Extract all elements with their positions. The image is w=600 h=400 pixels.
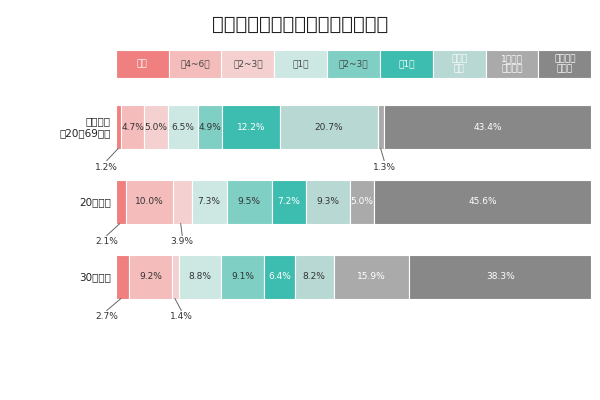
Bar [192,180,227,224]
Bar [128,255,172,299]
Bar [126,180,173,224]
Bar [199,105,222,149]
Text: 9.2%: 9.2% [139,272,162,282]
Bar [433,50,485,78]
Text: 2.7%: 2.7% [95,312,118,322]
Text: 女性のマスターベーションの頻度: 女性のマスターベーションの頻度 [212,15,388,34]
Text: 9.1%: 9.1% [231,272,254,282]
Text: 2.1%: 2.1% [95,238,118,246]
Text: 3.9%: 3.9% [170,238,194,246]
Text: 週4~6日: 週4~6日 [180,60,210,68]
Bar [221,50,274,78]
Bar [334,255,409,299]
Text: 5.0%: 5.0% [144,122,167,132]
Text: 38.3%: 38.3% [486,272,515,282]
Text: したこと
はない: したこと はない [554,54,575,74]
Bar [380,50,433,78]
Text: 43.4%: 43.4% [473,122,502,132]
Bar [295,255,334,299]
Text: 女性全体
（20～69歳）: 女性全体 （20～69歳） [59,116,111,138]
Bar [121,105,144,149]
Text: 1年以上
してない: 1年以上 してない [501,54,523,74]
Text: 9.5%: 9.5% [238,198,260,206]
Bar [280,105,378,149]
Text: 5.0%: 5.0% [350,198,374,206]
Text: 7.2%: 7.2% [277,198,300,206]
Text: 10.0%: 10.0% [135,198,164,206]
Bar [385,105,591,149]
Text: 12.2%: 12.2% [236,122,265,132]
Text: 8.2%: 8.2% [302,272,325,282]
Bar [116,105,121,149]
Bar [409,255,591,299]
Text: 1.4%: 1.4% [170,312,193,322]
Text: 4.7%: 4.7% [121,122,144,132]
Bar [116,180,126,224]
Text: 1.3%: 1.3% [373,162,395,172]
Bar [350,180,374,224]
Bar [167,105,199,149]
Bar [221,255,264,299]
Bar [172,255,179,299]
Bar [222,105,280,149]
Text: 20代女性: 20代女性 [79,197,111,207]
Bar [116,255,128,299]
Text: 45.6%: 45.6% [468,198,497,206]
Bar [169,50,221,78]
Text: 月2~3日: 月2~3日 [338,60,368,68]
Text: 毎日: 毎日 [137,60,148,68]
Bar [272,180,306,224]
Bar [179,255,221,299]
Text: 30代女性: 30代女性 [79,272,111,282]
Bar [227,180,272,224]
Text: 6.5%: 6.5% [172,122,194,132]
Bar [144,105,167,149]
Bar [274,50,327,78]
Text: 8.8%: 8.8% [188,272,211,282]
Bar [264,255,295,299]
Bar [327,50,380,78]
Text: 9.3%: 9.3% [317,198,340,206]
Text: 週1日: 週1日 [292,60,309,68]
Bar [173,180,192,224]
Text: 4.9%: 4.9% [199,122,221,132]
Text: 月1日: 月1日 [398,60,415,68]
Text: 年数回
程度: 年数回 程度 [451,54,467,74]
Text: 20.7%: 20.7% [314,122,343,132]
Bar [306,180,350,224]
Text: 15.9%: 15.9% [357,272,386,282]
Text: 週2~3日: 週2~3日 [233,60,263,68]
Bar [378,105,385,149]
Bar [374,180,591,224]
Bar [116,50,169,78]
Bar [538,50,591,78]
Text: 6.4%: 6.4% [268,272,291,282]
Text: 1.2%: 1.2% [95,162,118,172]
Bar [485,50,538,78]
Text: 7.3%: 7.3% [197,198,221,206]
